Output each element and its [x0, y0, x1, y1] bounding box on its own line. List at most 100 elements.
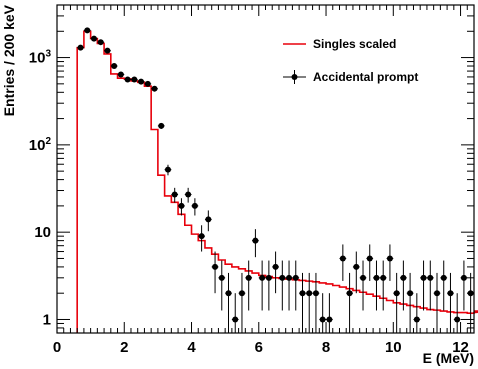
data-point-marker — [312, 290, 319, 297]
accidental-prompt-point — [124, 76, 131, 83]
accidental-prompt-point — [178, 198, 185, 216]
accidental-prompt-point — [373, 260, 380, 311]
data-point-marker — [164, 166, 171, 173]
x-tick-label: 4 — [187, 339, 196, 356]
data-point-marker — [292, 274, 299, 281]
data-point-marker — [326, 316, 333, 323]
accidental-prompt-point — [406, 272, 414, 333]
data-point-marker — [460, 274, 467, 281]
plot-frame — [56, 4, 475, 334]
accidental-prompt-point — [164, 164, 172, 176]
accidental-prompt-point — [352, 251, 360, 294]
accidental-prompt-point — [211, 251, 219, 294]
x-tick-label: 10 — [385, 339, 402, 356]
accidental-prompt-point — [238, 272, 246, 333]
data-point-marker — [339, 255, 346, 262]
accidental-prompt-point — [198, 225, 205, 252]
accidental-prompt-point — [225, 272, 232, 333]
data-point-marker — [232, 316, 239, 323]
accidental-prompt-point — [359, 260, 367, 311]
data-point-marker — [151, 85, 158, 92]
accidental-prompt-point — [400, 260, 407, 311]
data-point-marker — [447, 290, 454, 297]
data-point-marker — [346, 290, 353, 297]
accidental-prompt-point — [144, 80, 152, 87]
data-point-marker — [124, 76, 131, 83]
y-tick-label: 1 — [43, 311, 51, 328]
accidental-prompt-point — [265, 260, 273, 311]
data-point-marker — [319, 316, 326, 323]
legend-label: Singles scaled — [313, 37, 396, 51]
x-tick-label: 8 — [322, 339, 330, 356]
data-point-marker — [212, 263, 219, 270]
data-point-marker — [413, 316, 420, 323]
series-singles-scaled-line — [76, 30, 478, 333]
x-tick-label: 0 — [53, 339, 61, 356]
accidental-prompt-point — [184, 187, 192, 203]
data-point-marker — [366, 255, 373, 262]
y-tick-label: 103 — [29, 49, 52, 67]
accidental-prompt-point — [231, 293, 239, 333]
accidental-prompt-point — [292, 260, 300, 311]
data-point-marker — [131, 76, 138, 83]
legend: Singles scaled Accidental prompt — [283, 37, 418, 84]
data-point-marker — [299, 290, 306, 297]
accidental-prompt-point — [312, 272, 320, 333]
accidental-prompt-point — [258, 260, 266, 311]
data-point-marker — [393, 290, 400, 297]
x-tick-label: 2 — [120, 339, 128, 356]
data-point-marker — [252, 237, 259, 244]
data-point-marker — [265, 274, 272, 281]
accidental-prompt-point — [110, 63, 118, 70]
accidental-prompt-point — [305, 272, 313, 333]
accidental-prompt-point — [299, 272, 306, 333]
data-point-marker — [138, 78, 145, 85]
accidental-prompt-point — [245, 260, 253, 311]
x-tick-label: 6 — [255, 339, 263, 356]
data-point-marker — [171, 191, 178, 198]
x-axis-title: E (MeV) — [423, 350, 474, 366]
data-point-marker — [245, 274, 252, 281]
accidental-prompt-point — [151, 85, 158, 92]
series-layer — [76, 27, 478, 333]
accidental-prompt-point — [252, 229, 259, 258]
data-point-marker — [400, 274, 407, 281]
accidental-prompt-point — [366, 244, 374, 281]
accidental-prompt-point — [218, 260, 226, 311]
accidental-prompt-point — [285, 260, 293, 311]
data-point-marker — [440, 274, 447, 281]
accidental-prompt-point — [191, 198, 199, 216]
data-point-marker — [380, 274, 387, 281]
data-point-marker — [97, 39, 104, 46]
legend-label: Accidental prompt — [313, 70, 418, 84]
data-point-marker — [259, 274, 266, 281]
accidental-prompt-point — [447, 272, 454, 333]
y-tick-label: 10 — [34, 224, 51, 241]
accidental-prompt-point — [97, 39, 105, 46]
data-point-marker — [360, 274, 367, 281]
data-point-marker — [373, 274, 380, 281]
data-point-marker — [386, 255, 393, 262]
accidental-prompt-point — [272, 251, 279, 294]
data-point-marker — [353, 263, 360, 270]
accidental-prompt-point — [90, 35, 98, 42]
accidental-prompt-point — [413, 293, 421, 333]
data-point-marker — [272, 263, 279, 270]
data-point-marker — [286, 274, 293, 281]
legend-entry-singles-scaled: Singles scaled — [283, 37, 396, 51]
accidental-prompt-point — [393, 272, 401, 333]
accidental-prompt-point — [420, 260, 427, 311]
data-point-marker — [218, 274, 225, 281]
data-point-marker — [238, 290, 245, 297]
data-point-marker — [144, 80, 151, 87]
accidental-prompt-point — [278, 260, 286, 311]
data-point-marker — [77, 44, 84, 51]
accidental-prompt-point — [467, 272, 474, 333]
axes-layer: 0 2 4 6 8 10 12 1 10 102 103 E (MeV) Entries / 200 k… — [1, 4, 475, 366]
data-point-marker — [158, 122, 165, 129]
data-point-marker — [104, 47, 111, 54]
accidental-prompt-point — [433, 272, 441, 333]
data-point-marker — [306, 290, 313, 297]
accidental-prompt-point — [157, 122, 165, 129]
